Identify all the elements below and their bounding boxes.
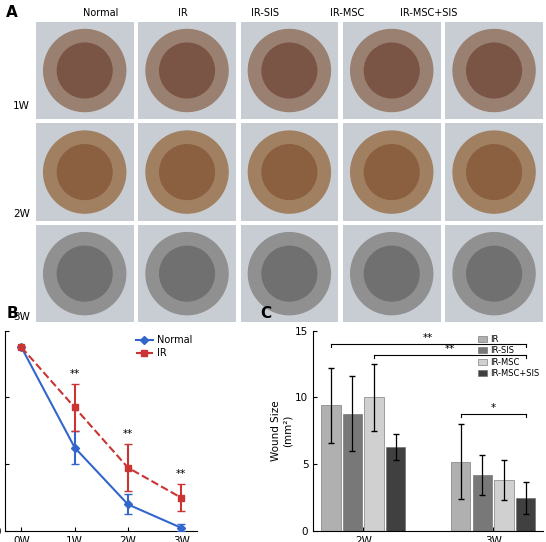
Circle shape — [159, 246, 215, 301]
Circle shape — [453, 233, 535, 315]
Text: IR-SIS: IR-SIS — [251, 8, 279, 18]
Text: IR-MSC: IR-MSC — [330, 8, 364, 18]
Circle shape — [351, 131, 433, 213]
Bar — [364, 397, 384, 531]
Circle shape — [57, 43, 112, 98]
Circle shape — [159, 43, 215, 98]
Circle shape — [364, 246, 419, 301]
Text: B: B — [7, 306, 18, 321]
Bar — [516, 498, 536, 531]
Bar — [343, 414, 362, 531]
Circle shape — [364, 145, 419, 199]
Text: 2W: 2W — [13, 209, 30, 219]
Circle shape — [262, 246, 317, 301]
Circle shape — [44, 233, 126, 315]
Circle shape — [453, 29, 535, 112]
Circle shape — [44, 131, 126, 213]
Bar — [386, 447, 406, 531]
Text: A: A — [5, 5, 17, 21]
Circle shape — [146, 233, 228, 315]
Circle shape — [44, 29, 126, 112]
Circle shape — [57, 145, 112, 199]
Text: **: ** — [176, 469, 186, 479]
Circle shape — [248, 29, 330, 112]
Circle shape — [467, 43, 521, 98]
Circle shape — [262, 145, 317, 199]
Legend: Normal, IR: Normal, IR — [135, 335, 192, 358]
Circle shape — [467, 145, 521, 199]
Text: **: ** — [445, 344, 455, 354]
Circle shape — [248, 233, 330, 315]
Text: **: ** — [423, 333, 434, 343]
Circle shape — [364, 43, 419, 98]
Circle shape — [351, 233, 433, 315]
Text: Normal: Normal — [84, 8, 118, 18]
Bar — [494, 480, 514, 531]
Circle shape — [159, 145, 215, 199]
Text: **: ** — [123, 429, 133, 439]
Y-axis label: Wound Size
(mm²): Wound Size (mm²) — [271, 401, 292, 461]
Text: IR: IR — [178, 8, 188, 18]
Text: C: C — [260, 306, 271, 321]
Circle shape — [248, 131, 330, 213]
Circle shape — [146, 131, 228, 213]
Legend: IR, IR-SIS, IR-MSC, IR-MSC+SIS: IR, IR-SIS, IR-MSC, IR-MSC+SIS — [478, 335, 539, 378]
Circle shape — [146, 29, 228, 112]
Text: IR-MSC+SIS: IR-MSC+SIS — [400, 8, 458, 18]
Bar — [473, 475, 492, 531]
Bar — [321, 405, 341, 531]
Text: 1W: 1W — [13, 101, 30, 111]
Text: 3W: 3W — [13, 312, 30, 322]
Text: *: * — [491, 403, 496, 413]
Circle shape — [453, 131, 535, 213]
Circle shape — [351, 29, 433, 112]
Circle shape — [262, 43, 317, 98]
Circle shape — [57, 246, 112, 301]
Circle shape — [467, 246, 521, 301]
Text: **: ** — [69, 369, 80, 379]
Bar — [451, 462, 471, 531]
